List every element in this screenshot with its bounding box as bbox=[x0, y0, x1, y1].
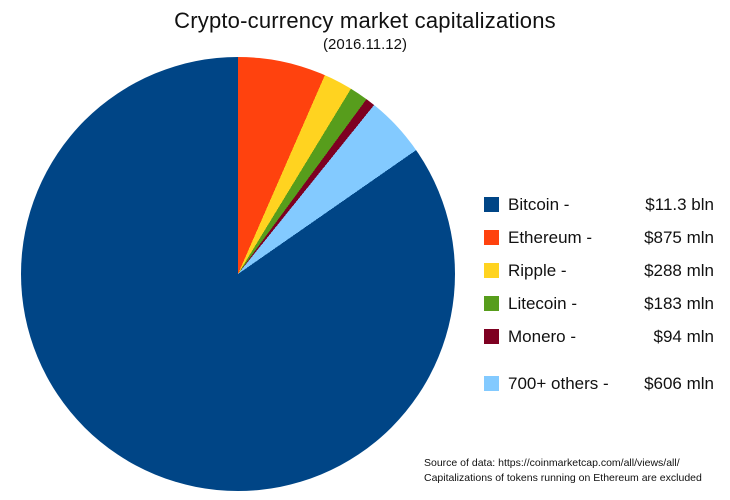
chart-title: Crypto-currency market capitalizations bbox=[174, 8, 556, 33]
source-note: Source of data: https://coinmarketcap.co… bbox=[424, 456, 724, 486]
legend-item-litecoin: Litecoin - $183 mln bbox=[484, 287, 714, 320]
legend-label: Ripple - bbox=[508, 260, 567, 280]
legend-swatch-monero bbox=[484, 329, 499, 344]
legend-value: $606 mln bbox=[644, 373, 714, 393]
legend: Bitcoin - $11.3 bln Ethereum - $875 mln … bbox=[484, 188, 714, 400]
legend-swatch-ripple bbox=[484, 263, 499, 278]
legend-swatch-ethereum bbox=[484, 230, 499, 245]
legend-item-ethereum: Ethereum - $875 mln bbox=[484, 221, 714, 254]
legend-label: Bitcoin - bbox=[508, 194, 570, 214]
legend-label: Monero - bbox=[508, 326, 577, 346]
source-note-line1: Source of data: https://coinmarketcap.co… bbox=[424, 457, 680, 469]
source-note-line2: Capitalizations of tokens running on Eth… bbox=[424, 472, 702, 485]
legend-label: Ethereum - bbox=[508, 227, 593, 247]
legend-value: $875 mln bbox=[644, 227, 714, 247]
chart-subtitle: (2016.11.12) bbox=[323, 36, 407, 53]
legend-label: 700+ others - bbox=[508, 373, 609, 393]
legend-value: $11.3 bln bbox=[645, 194, 714, 214]
legend-item-monero: Monero - $94 mln bbox=[484, 320, 714, 353]
legend-item-ripple: Ripple - $288 mln bbox=[484, 254, 714, 287]
legend-value: $94 mln bbox=[653, 326, 714, 346]
legend-swatch-bitcoin bbox=[484, 197, 499, 212]
legend-value: $183 mln bbox=[644, 293, 714, 313]
legend-label: Litecoin - bbox=[508, 293, 577, 313]
legend-value: $288 mln bbox=[644, 260, 714, 280]
pie-chart bbox=[21, 57, 455, 491]
legend-swatch-litecoin bbox=[484, 296, 499, 311]
legend-swatch-others bbox=[484, 376, 499, 391]
legend-item-others: 700+ others - $606 mln bbox=[484, 367, 714, 400]
legend-item-bitcoin: Bitcoin - $11.3 bln bbox=[484, 188, 714, 221]
